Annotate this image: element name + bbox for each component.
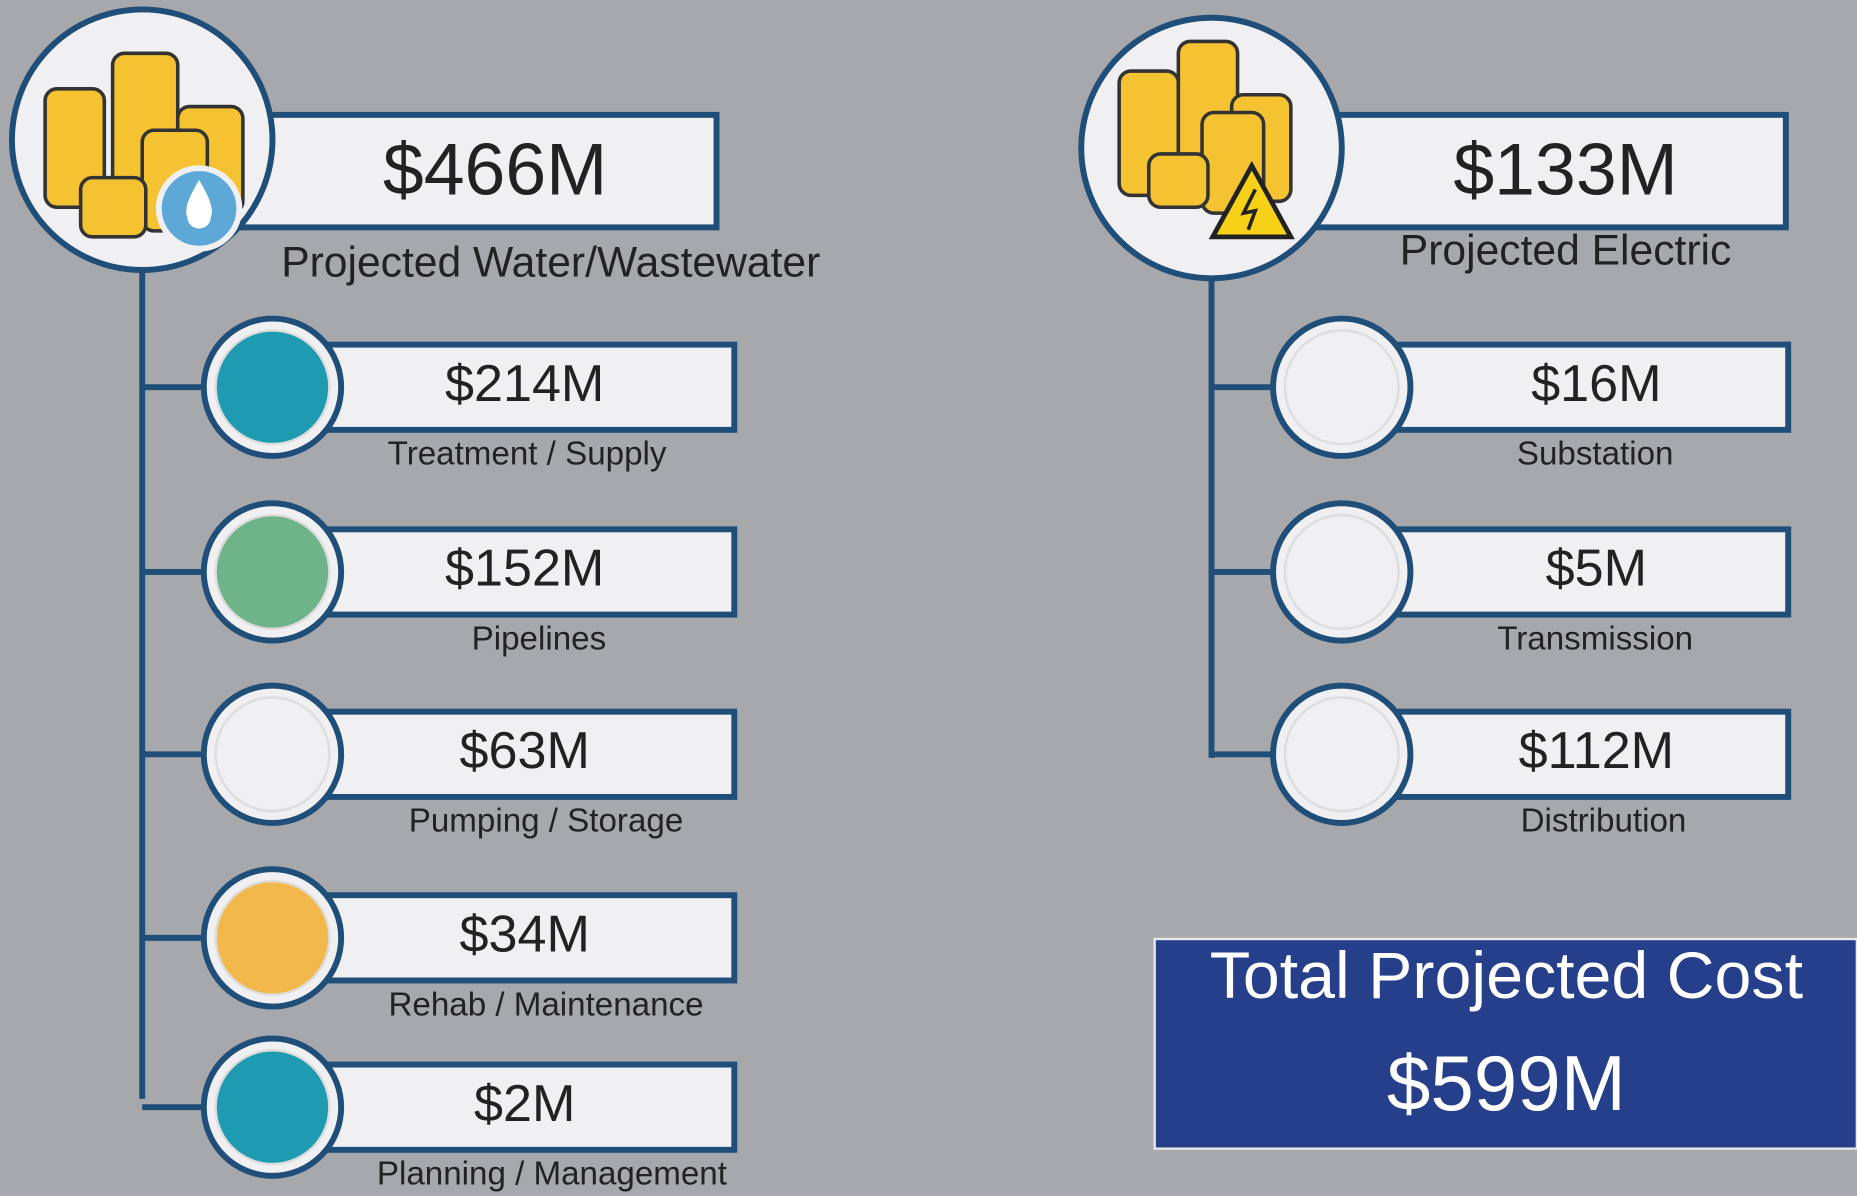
item-label: Substation: [1517, 436, 1674, 473]
item-label: Pipelines: [472, 620, 606, 657]
item-label: Transmission: [1497, 620, 1693, 657]
icon: [1285, 515, 1399, 629]
item-label: Pumping / Storage: [409, 803, 684, 840]
item-value: $214M: [445, 355, 604, 413]
grand-total-label: Total Projected Cost: [1210, 939, 1803, 1013]
item-label: Treatment / Supply: [388, 436, 667, 473]
icon: [216, 515, 330, 629]
page: $466M Projected Water/Wastewater $133M P…: [0, 0, 1857, 1196]
item-label: Distribution: [1521, 803, 1687, 840]
icon: [1285, 697, 1399, 811]
item-value: $5M: [1546, 540, 1647, 598]
item-value: $152M: [445, 540, 604, 598]
icon: [1285, 330, 1399, 444]
item-label: Rehab / Maintenance: [388, 986, 703, 1023]
electric-label: Projected Electric: [1400, 227, 1732, 275]
item-value: $16M: [1531, 355, 1661, 413]
icon: [216, 697, 330, 811]
item-label: Planning / Management: [377, 1156, 727, 1193]
item-value: $2M: [474, 1075, 575, 1133]
icon: [216, 330, 330, 444]
grand-total-value: $599M: [1387, 1039, 1626, 1127]
item-value: $112M: [1519, 722, 1674, 780]
water-total: $466M: [383, 129, 607, 211]
water-label: Projected Water/Wastewater: [281, 239, 820, 287]
icon: [216, 881, 330, 995]
electric-total: $133M: [1453, 129, 1677, 211]
item-value: $34M: [460, 906, 590, 964]
infographic: $466M Projected Water/Wastewater $133M P…: [0, 0, 1857, 1196]
item-value: $63M: [460, 722, 590, 780]
icon: [216, 1050, 330, 1164]
